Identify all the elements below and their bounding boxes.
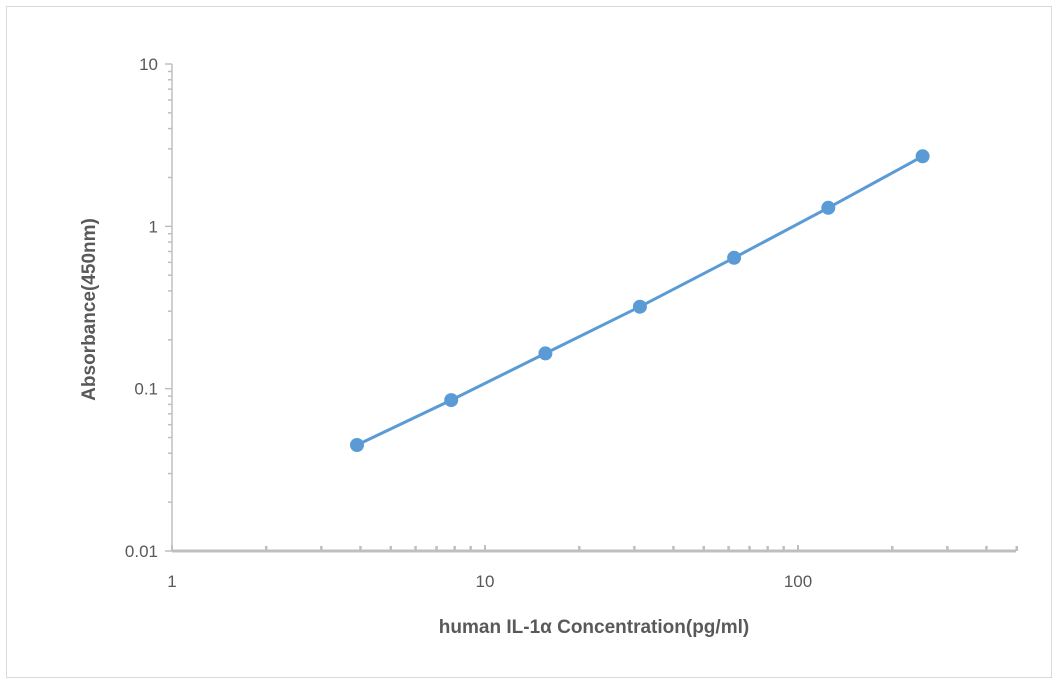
y-axis-tick-labels: 0.01 0.1 1 10 [125, 55, 158, 561]
data-point [727, 250, 742, 265]
data-point [444, 393, 459, 408]
x-tick-label: 1 [167, 572, 176, 591]
series-points [350, 149, 930, 452]
y-axis-minor-ticks [165, 63, 172, 552]
y-axis-title: Absorbance(450nm) [79, 218, 100, 401]
x-tick-label: 100 [784, 572, 812, 591]
x-axis-title: human IL-1α Concentration(pg/ml) [439, 617, 749, 638]
x-axis-tick-labels: 1 10 100 [167, 572, 812, 591]
x-tick-label: 10 [476, 572, 495, 591]
data-point [632, 299, 647, 314]
data-point [915, 149, 930, 164]
data-point [821, 200, 836, 215]
y-tick-label: 1 [149, 217, 158, 236]
data-point [538, 346, 553, 361]
y-tick-label: 0.01 [125, 542, 158, 561]
y-tick-label: 10 [139, 55, 158, 74]
chart-frame [6, 6, 1052, 678]
data-point [350, 438, 364, 452]
y-tick-label: 0.1 [134, 380, 158, 399]
